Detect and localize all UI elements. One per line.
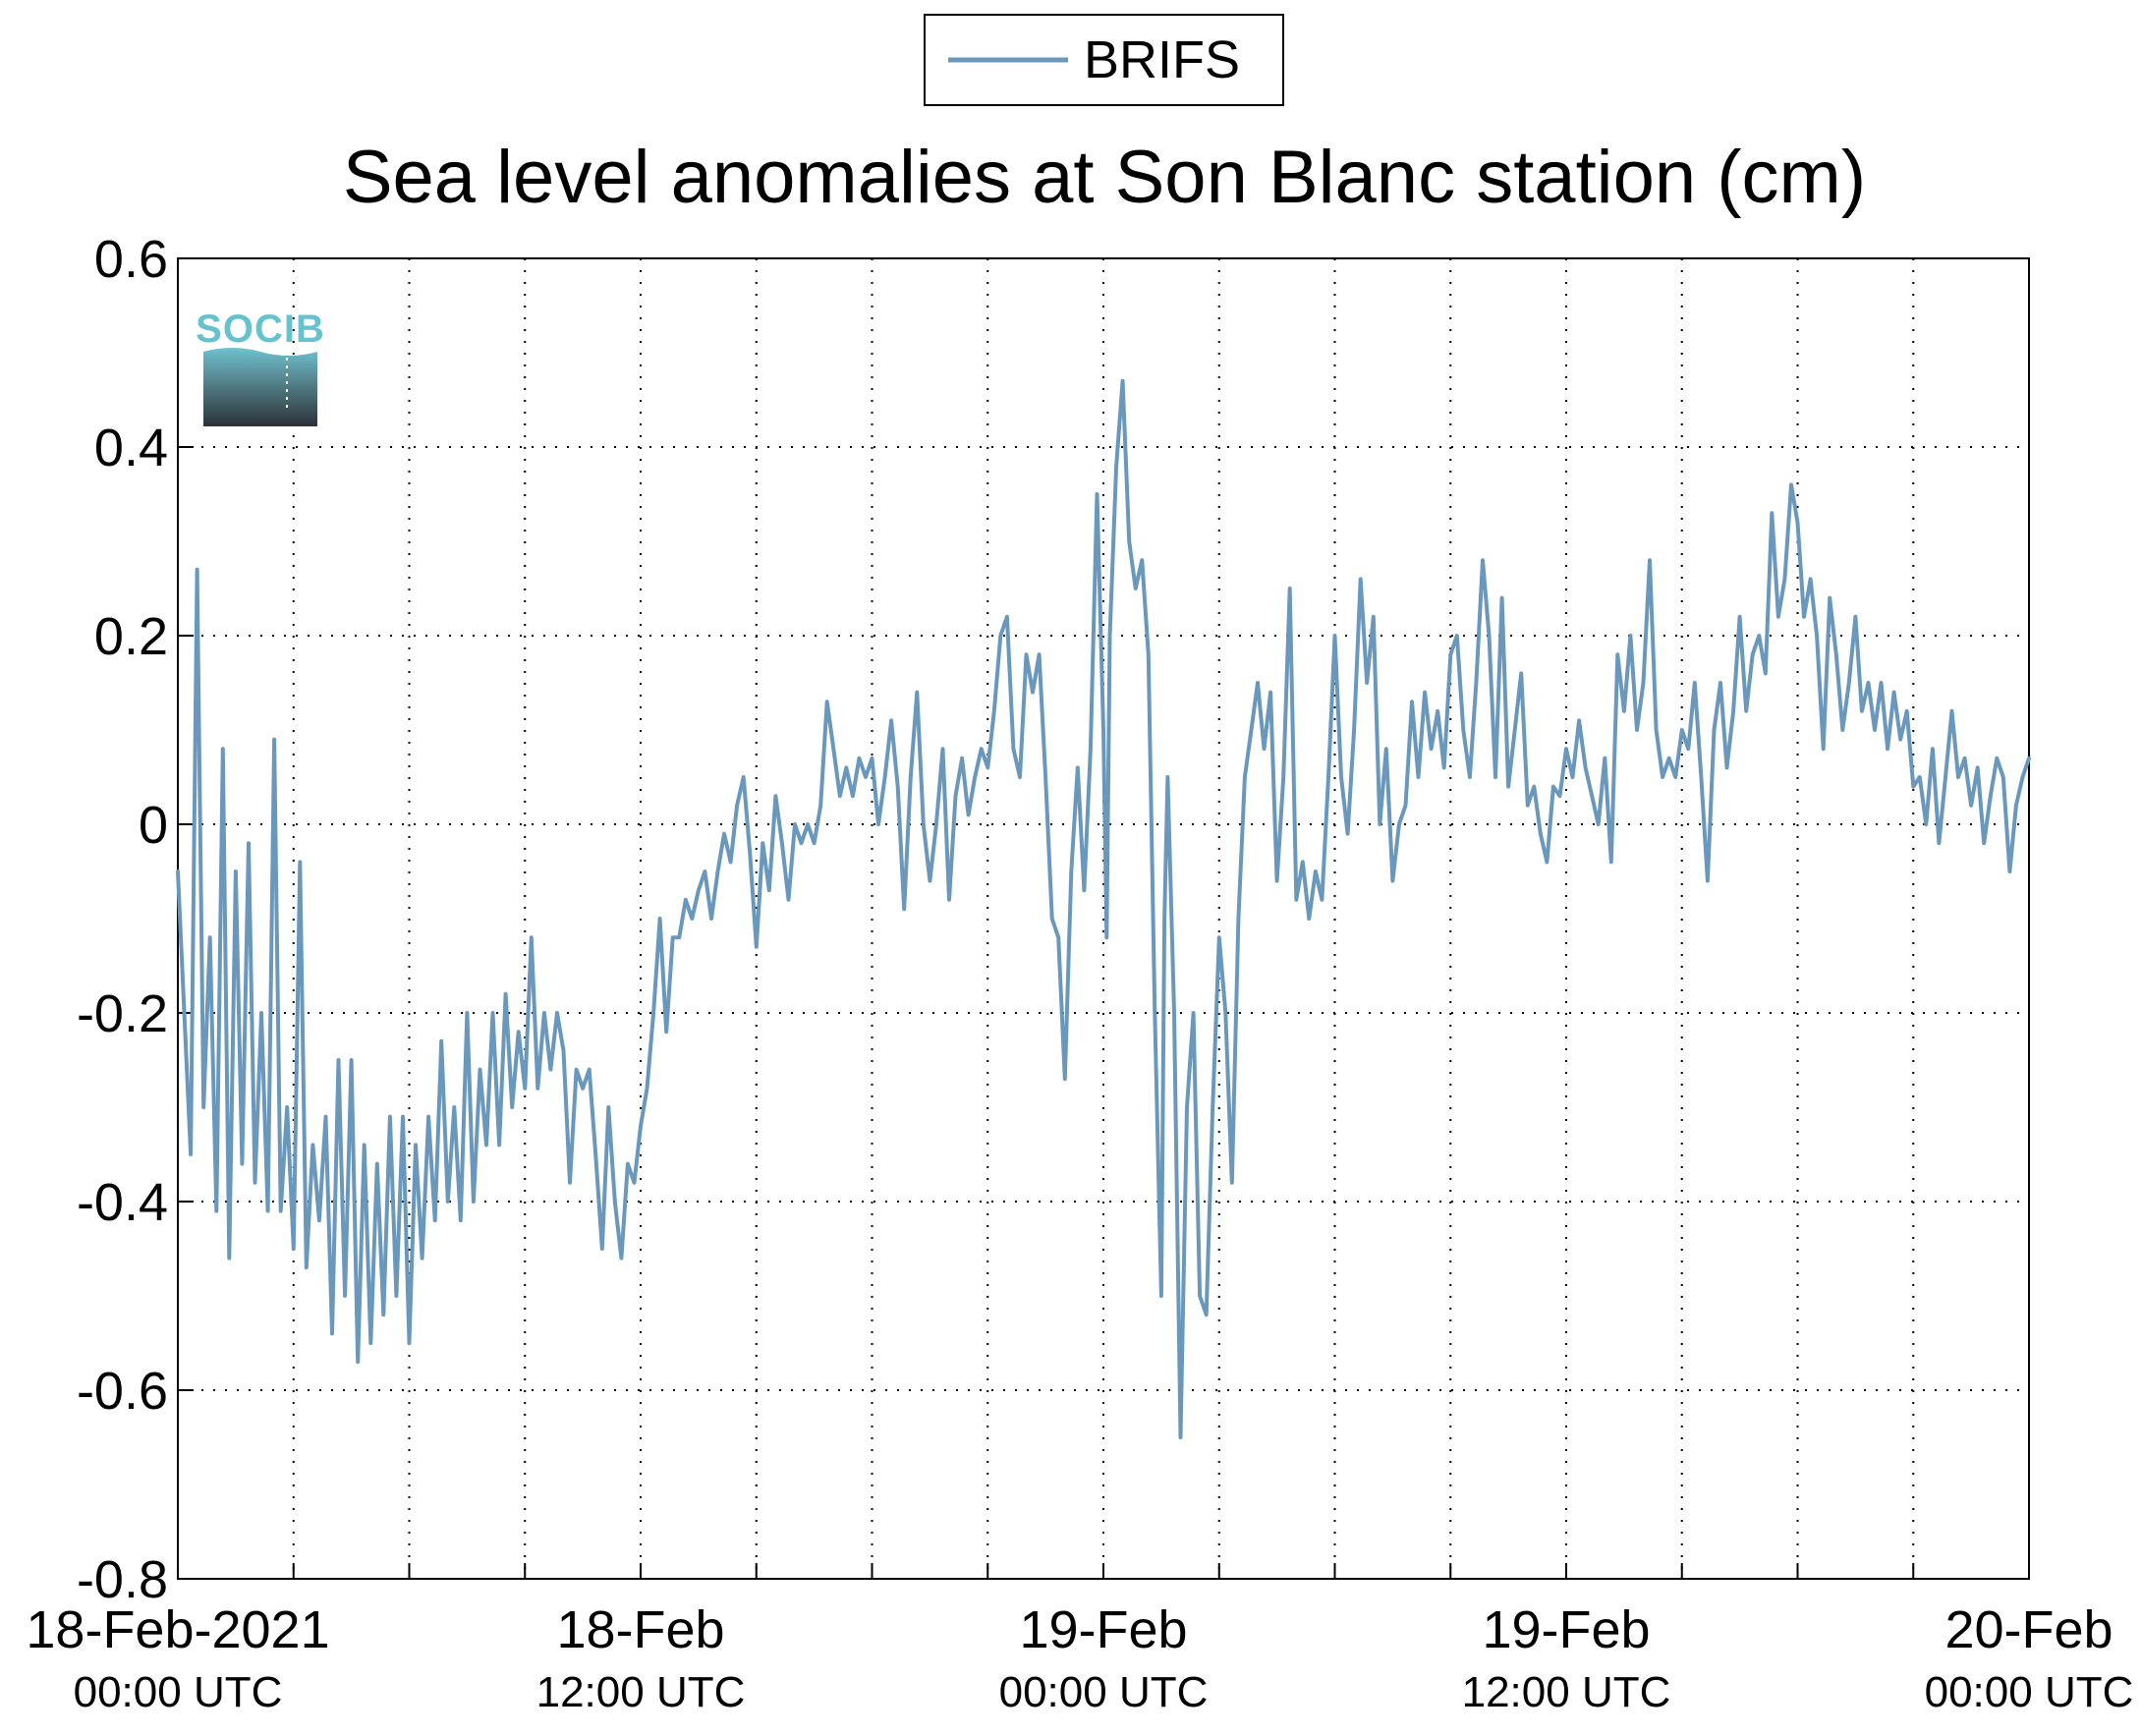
x-tick-label-date: 20-Feb xyxy=(1944,1600,2113,1659)
y-tick-label: -0.6 xyxy=(77,1362,168,1421)
x-tick-label-time: 12:00 UTC xyxy=(1462,1668,1671,1716)
x-tick-label-time: 00:00 UTC xyxy=(1925,1668,2134,1716)
y-tick-label: -0.4 xyxy=(77,1173,168,1232)
chart-title: Sea level anomalies at Son Blanc station… xyxy=(343,136,1866,219)
y-tick-label: 0.6 xyxy=(94,230,168,289)
y-axis-labels: -0.8 -0.6 -0.4 -0.2 0 0.2 0.4 0.6 xyxy=(77,230,168,1609)
x-tick-label-date: 18-Feb-2021 xyxy=(26,1600,329,1659)
x-tick-label-time: 00:00 UTC xyxy=(999,1668,1209,1716)
y-tick-label: -0.8 xyxy=(77,1550,168,1609)
legend: BRIFS xyxy=(924,14,1284,106)
y-tick-label: 0.4 xyxy=(94,419,168,477)
x-tick-label-date: 18-Feb xyxy=(556,1600,724,1659)
series-line-brifs xyxy=(176,378,2031,1439)
gridlines xyxy=(177,257,2030,1580)
x-tick-label-time: 12:00 UTC xyxy=(536,1668,746,1716)
y-tick-label: 0 xyxy=(139,796,168,855)
x-tick-label-time: 00:00 UTC xyxy=(74,1668,283,1716)
x-tick-label-date: 19-Feb xyxy=(1482,1600,1650,1659)
y-tick-label: 0.2 xyxy=(94,607,168,666)
tick-marks xyxy=(177,257,2030,1580)
x-tick-label-date: 19-Feb xyxy=(1019,1600,1187,1659)
socib-logo-text: SOCIB xyxy=(196,308,325,351)
y-tick-label: -0.2 xyxy=(77,984,168,1043)
socib-logo-wave xyxy=(203,348,317,426)
legend-label-brifs: BRIFS xyxy=(1084,30,1240,89)
socib-logo: SOCIB xyxy=(196,308,325,426)
x-axis-labels: 18-Feb-2021 00:00 UTC 18-Feb 12:00 UTC 1… xyxy=(26,1600,2133,1716)
